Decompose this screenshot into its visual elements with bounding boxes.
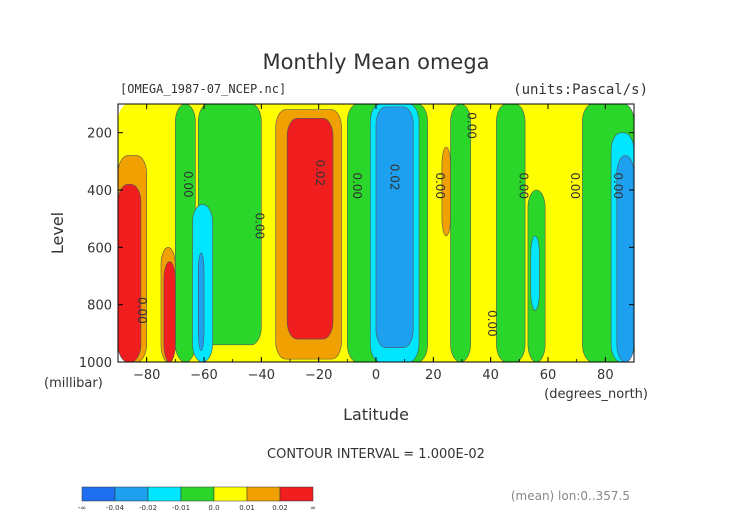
- y-tick-label: 600: [87, 241, 112, 256]
- contour-label: 0.00: [181, 171, 195, 198]
- x-tick-label: 20: [425, 368, 442, 383]
- contour-label: 0.02: [313, 159, 327, 186]
- contour-region: [496, 103, 526, 363]
- file-label: [OMEGA_1987-07_NCEP.nc]: [120, 82, 286, 96]
- contour-label: 0.00: [433, 172, 447, 199]
- x-tick-label: 40: [482, 368, 499, 383]
- y-tick-label: 1000: [79, 356, 112, 371]
- contour-region: [117, 183, 142, 363]
- x-axis: −80 −60 −40 −20 0 20 40 60 80: [117, 104, 635, 383]
- colorbar-label: -0.01: [172, 504, 190, 512]
- contour-region: [375, 106, 414, 348]
- colorbar-label: 0.02: [272, 504, 288, 512]
- y-axis: 200 400 600 800 1000: [79, 127, 634, 371]
- contour-interval-text: CONTOUR INTERVAL = 1.000E-02: [267, 447, 485, 462]
- contour-label: 0.00: [350, 172, 364, 199]
- contour-label: 0.00: [568, 172, 582, 199]
- contour-region: [286, 118, 334, 340]
- colorbar-label: ∞: [310, 504, 316, 512]
- contour-label: 0.00: [516, 172, 530, 199]
- contour-label: 0.00: [135, 297, 149, 324]
- contour-region: [530, 235, 540, 311]
- colorbar-label: 0.0: [208, 504, 219, 512]
- y-unit-label: (millibar): [44, 376, 103, 391]
- contour-region: [441, 146, 451, 237]
- x-tick-label: −80: [133, 368, 160, 383]
- contour-label: 0.00: [485, 310, 499, 337]
- y-tick-label: 400: [87, 184, 112, 199]
- contour-label: 0.00: [611, 172, 625, 199]
- mean-text: (mean) lon:0..357.5: [511, 489, 630, 503]
- colorbar-swatch: [246, 486, 281, 502]
- colorbar-label: -∞: [78, 504, 86, 512]
- contour-region: [197, 252, 205, 351]
- colorbar-label: -0.02: [139, 504, 157, 512]
- colorbar-swatch: [279, 486, 314, 502]
- y-axis-label: Level: [48, 212, 67, 254]
- x-tick-label: −20: [305, 368, 332, 383]
- contour-labels: 0.00 0.00 0.02 0.00 0.02 0.00 0.00 0.00 0.00 0.00…: [135, 112, 625, 337]
- contour-label: 0.00: [465, 112, 479, 139]
- colorbar-swatch: [114, 486, 149, 502]
- y-tick-label: 800: [87, 299, 112, 314]
- colorbar-label: -0.04: [106, 504, 125, 512]
- contour-region: [450, 103, 471, 363]
- plot-field: [117, 103, 635, 363]
- x-tick-label: −40: [248, 368, 275, 383]
- colorbar-swatch: [147, 486, 182, 502]
- colorbar-label: 0.01: [239, 504, 255, 512]
- colorbar-swatch: [213, 486, 248, 502]
- x-tick-label: 0: [372, 368, 380, 383]
- colorbar: -∞ -0.04 -0.02 -0.01 0.0 0.01 0.02 ∞: [78, 486, 316, 512]
- x-axis-label: Latitude: [343, 405, 409, 424]
- x-tick-label: 80: [597, 368, 614, 383]
- y-tick-label: 200: [87, 127, 112, 142]
- contour-label: 0.00: [253, 212, 267, 239]
- x-unit-label: (degrees_north): [544, 387, 648, 402]
- colorbar-swatch: [81, 486, 116, 502]
- x-tick-label: −60: [190, 368, 217, 383]
- units-label: (units:Pascal/s): [513, 82, 648, 98]
- x-tick-label: 60: [540, 368, 557, 383]
- colorbar-swatch: [180, 486, 215, 502]
- chart-title: Monthly Mean omega: [262, 50, 489, 74]
- contour-region: [163, 261, 176, 363]
- contour-label: 0.02: [387, 164, 401, 191]
